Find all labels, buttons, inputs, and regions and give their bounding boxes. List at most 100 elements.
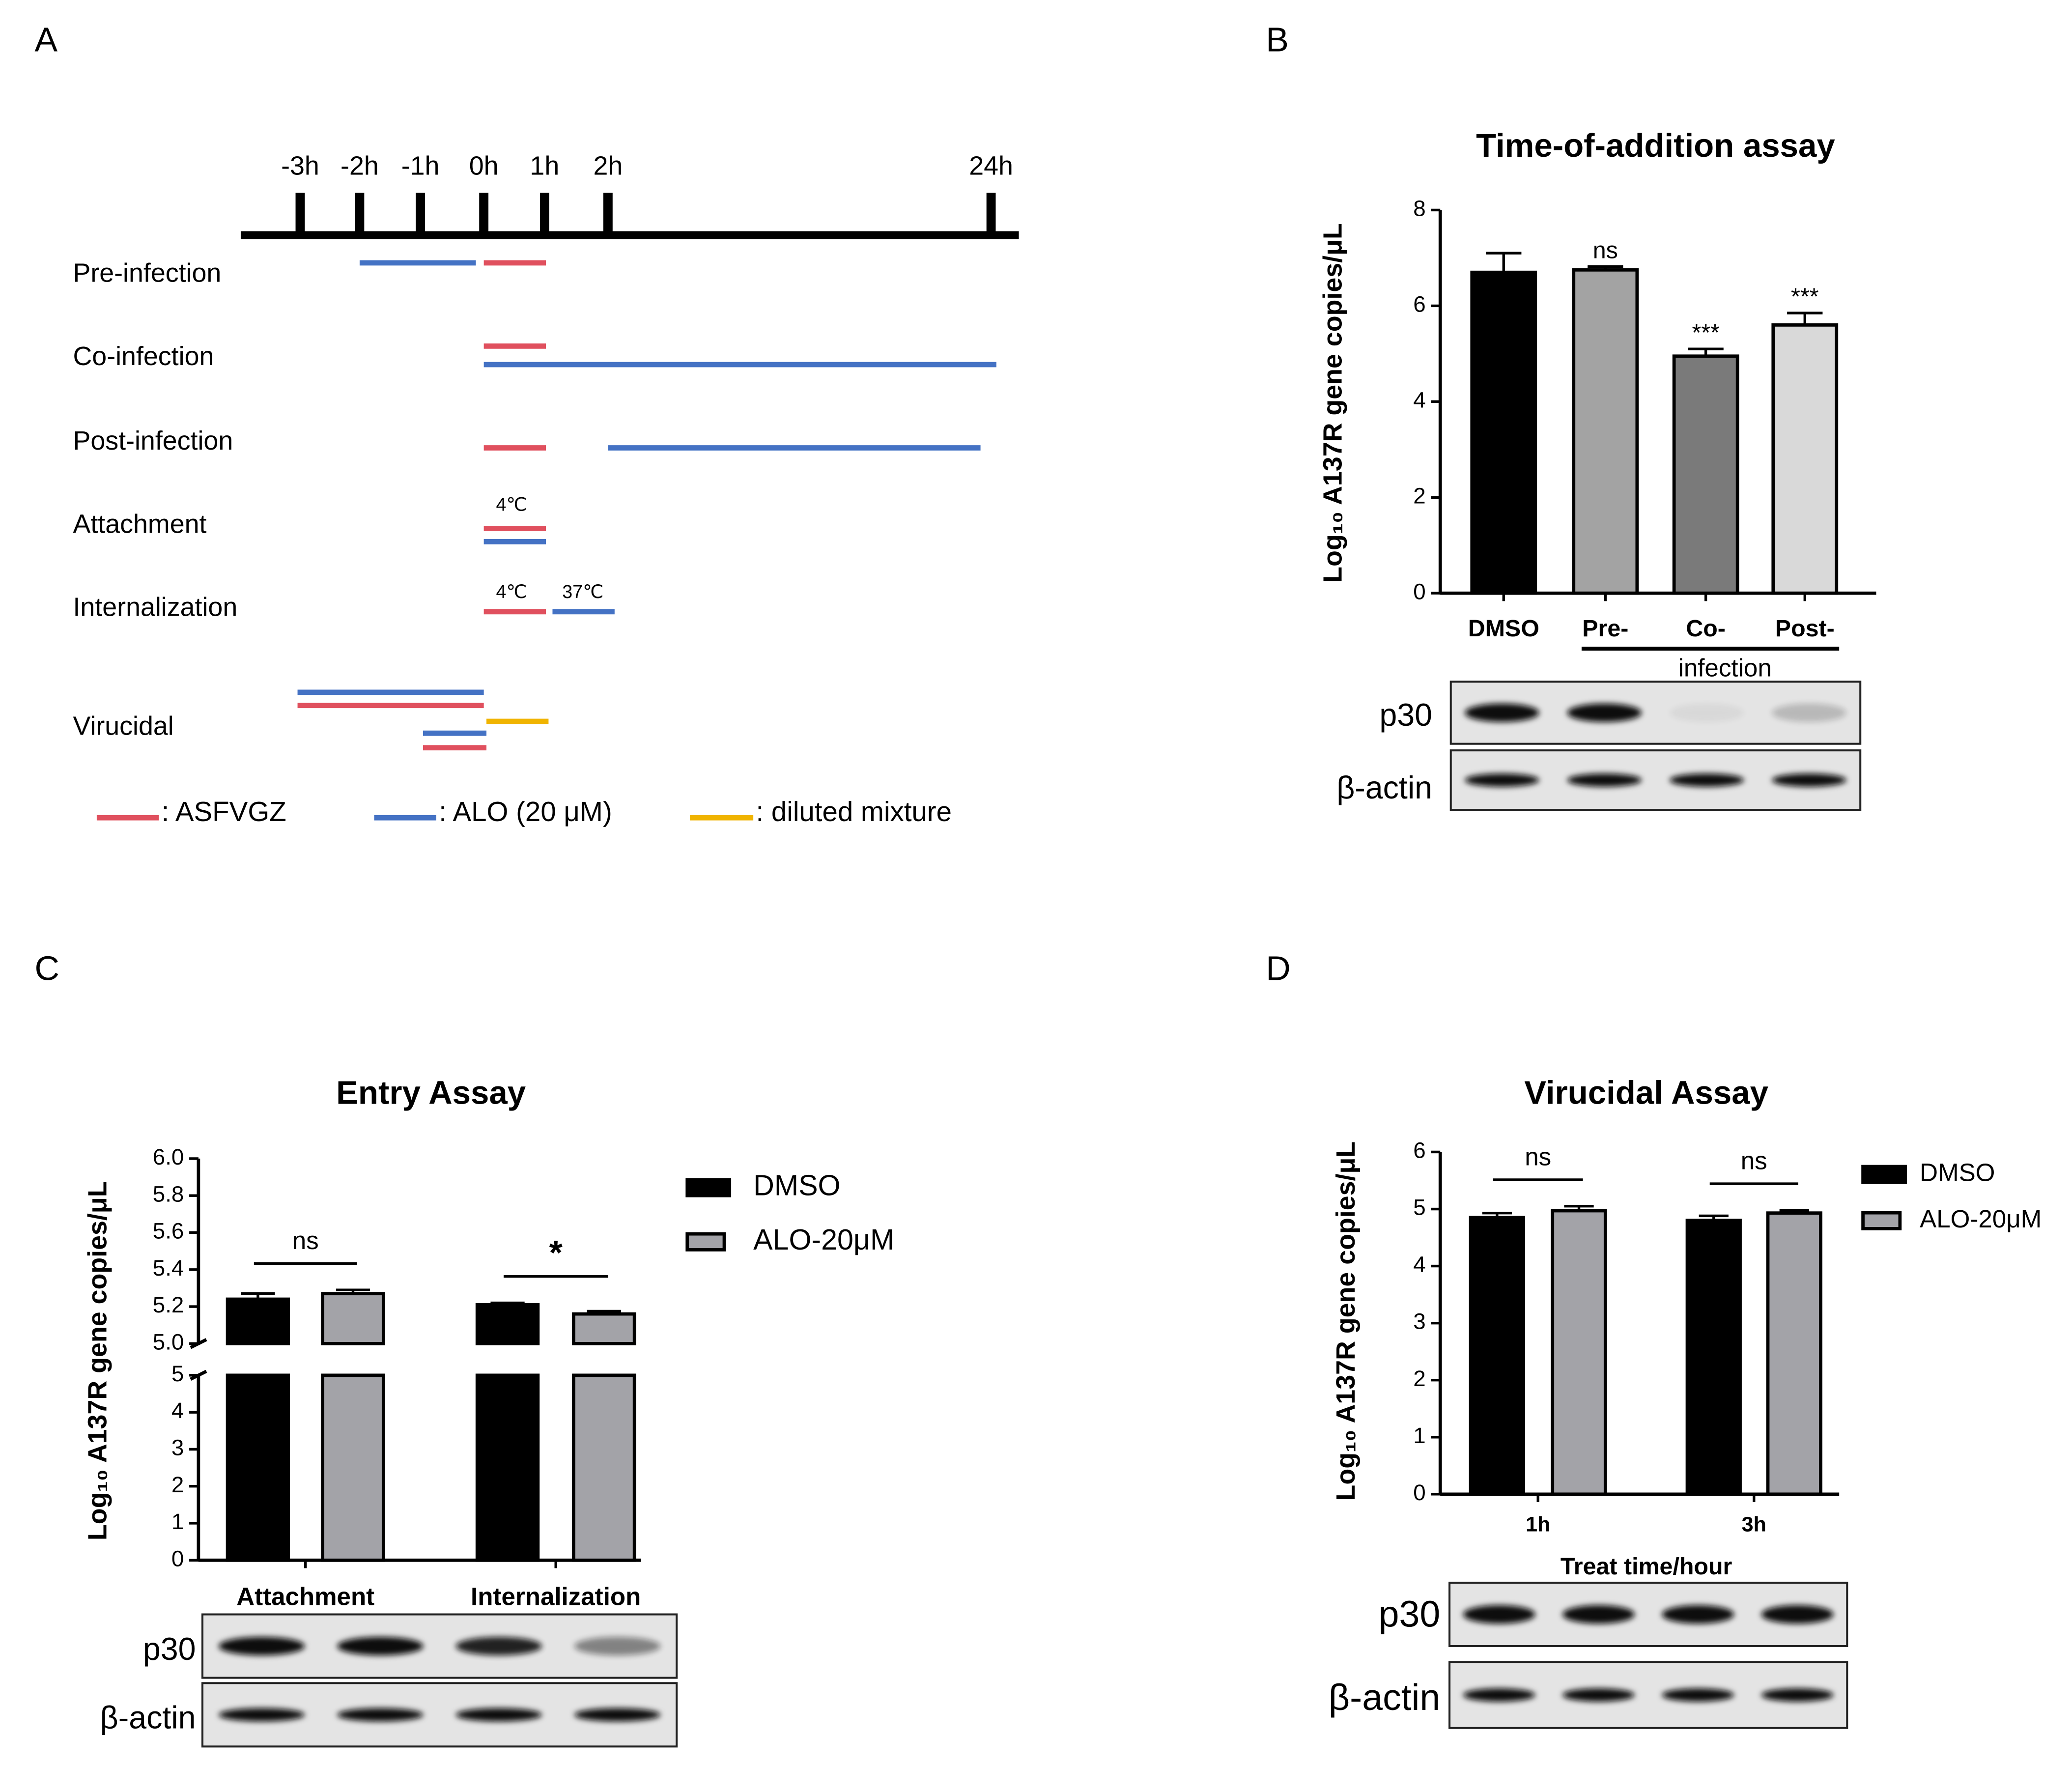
- y-tick-label: 5.2: [153, 1292, 184, 1317]
- x-axis-label: Treat time/hour: [1561, 1553, 1732, 1580]
- blot-label: β-actin: [1329, 1677, 1440, 1718]
- significance-label: ns: [1525, 1142, 1551, 1170]
- x-tick-label: 3h: [1742, 1513, 1766, 1537]
- y-tick-label: 1: [1413, 1423, 1425, 1448]
- y-tick-label: 6: [1413, 1138, 1425, 1163]
- x-tick-label: Pre-: [1582, 615, 1628, 642]
- row-label: Virucidal: [73, 712, 173, 741]
- blot-band: [337, 1637, 424, 1655]
- bar: [1470, 270, 1537, 595]
- axis-break: [190, 1369, 207, 1381]
- y-tick-label: 0: [171, 1546, 184, 1571]
- bar: [1771, 323, 1839, 595]
- bar: [1685, 1219, 1742, 1496]
- error-bar: [1564, 1205, 1594, 1211]
- blot-band: [337, 1708, 424, 1722]
- time-label: 1h: [530, 151, 559, 181]
- y-tick-label: 6: [1413, 291, 1425, 316]
- chart-title: Virucidal Assay: [1524, 1075, 1768, 1111]
- blot-band: [1772, 703, 1846, 722]
- row-label: Post-infection: [73, 426, 233, 455]
- blot-band: [1662, 1688, 1734, 1702]
- time-label: -2h: [341, 151, 379, 181]
- blot-band: [1567, 773, 1642, 787]
- y-tick-label: 2: [1413, 1366, 1425, 1391]
- error-bar: [587, 1310, 621, 1314]
- blot-band: [218, 1708, 305, 1722]
- temperature-label: 4℃: [496, 494, 527, 515]
- bar: [1766, 1211, 1822, 1496]
- blot-band: [1465, 773, 1539, 787]
- y-axis-label: Log₁₀ A137R gene copies/μL: [83, 1181, 112, 1540]
- y-tick-label: 5.6: [153, 1219, 184, 1244]
- chart-title: Entry Assay: [336, 1075, 526, 1111]
- panel-label: A: [35, 21, 58, 59]
- error-bar: [1588, 265, 1623, 270]
- blot-band: [1761, 1605, 1834, 1624]
- time-label: -1h: [401, 151, 440, 181]
- x-tick-label: Internalization: [471, 1583, 641, 1611]
- bar: [321, 1292, 385, 1345]
- y-axis-label: Log₁₀ A137R gene copies/μL: [1318, 223, 1347, 583]
- blot-band: [1669, 703, 1744, 722]
- bar: [572, 1312, 636, 1345]
- y-tick-label: 6.0: [153, 1144, 184, 1169]
- legend-label: ALO-20μM: [753, 1223, 894, 1256]
- error-bar: [1787, 312, 1823, 325]
- legend-label: : ALO (20 μM): [439, 796, 612, 827]
- time-label: 24h: [969, 151, 1013, 181]
- blot-label: p30: [1379, 1594, 1441, 1635]
- bar: [1551, 1209, 1607, 1496]
- time-label: -3h: [281, 151, 319, 181]
- group-label: infection: [1678, 654, 1771, 682]
- blot-band: [455, 1637, 542, 1655]
- blot-label: β-actin: [1336, 770, 1432, 805]
- timeline-bars: [96, 231, 1019, 821]
- error-bar: [1486, 252, 1522, 273]
- y-tick-label: 3: [1413, 1309, 1425, 1334]
- error-bar: [1688, 347, 1724, 356]
- temperature-label: 37℃: [562, 581, 603, 602]
- legend-label: : ASFVGZ: [162, 796, 286, 827]
- blot-band: [1669, 773, 1744, 787]
- blot-band: [1662, 1605, 1734, 1624]
- legend-label: DMSO: [1920, 1159, 1995, 1187]
- x-tick-label: Co-: [1686, 615, 1726, 642]
- legend-swatch: [685, 1232, 726, 1252]
- error-bar: [1482, 1211, 1512, 1218]
- legend-label: : diluted mixture: [756, 796, 952, 827]
- y-tick-label: 5: [1413, 1195, 1425, 1220]
- blot-band: [1761, 1688, 1834, 1702]
- y-tick-label: 0: [1413, 579, 1425, 604]
- bar: [1672, 354, 1739, 595]
- bar: [475, 1373, 540, 1562]
- panel-label: C: [35, 949, 59, 988]
- legend-swatch: [1861, 1165, 1907, 1184]
- error-bar: [1699, 1214, 1729, 1221]
- x-tick-label: DMSO: [1468, 615, 1539, 642]
- significance-label: ns: [1593, 237, 1618, 264]
- temperature-label: 4℃: [496, 581, 527, 602]
- legend-swatch: [685, 1178, 732, 1197]
- blot-band: [218, 1637, 305, 1655]
- blot-band: [1562, 1688, 1635, 1702]
- bar: [1572, 268, 1639, 595]
- row-label: Attachment: [73, 509, 206, 539]
- blot-band: [455, 1708, 542, 1722]
- panel-label: B: [1266, 21, 1289, 59]
- legend-label: DMSO: [753, 1169, 840, 1202]
- blot-band: [574, 1708, 661, 1722]
- blot-label: p30: [143, 1631, 196, 1667]
- y-tick-label: 2: [171, 1472, 184, 1497]
- error-bar: [336, 1288, 370, 1294]
- y-tick-label: 4: [1413, 1252, 1425, 1277]
- y-tick-label: 8: [1413, 196, 1425, 221]
- y-tick-label: 0: [1413, 1480, 1425, 1505]
- y-tick-label: 2: [1413, 483, 1425, 508]
- x-tick-label: 1h: [1526, 1513, 1550, 1537]
- chart-title: Time-of-addition assay: [1476, 127, 1835, 164]
- blot-band: [1772, 773, 1846, 787]
- row-label: Internalization: [73, 593, 237, 622]
- row-label: Co-infection: [73, 342, 214, 371]
